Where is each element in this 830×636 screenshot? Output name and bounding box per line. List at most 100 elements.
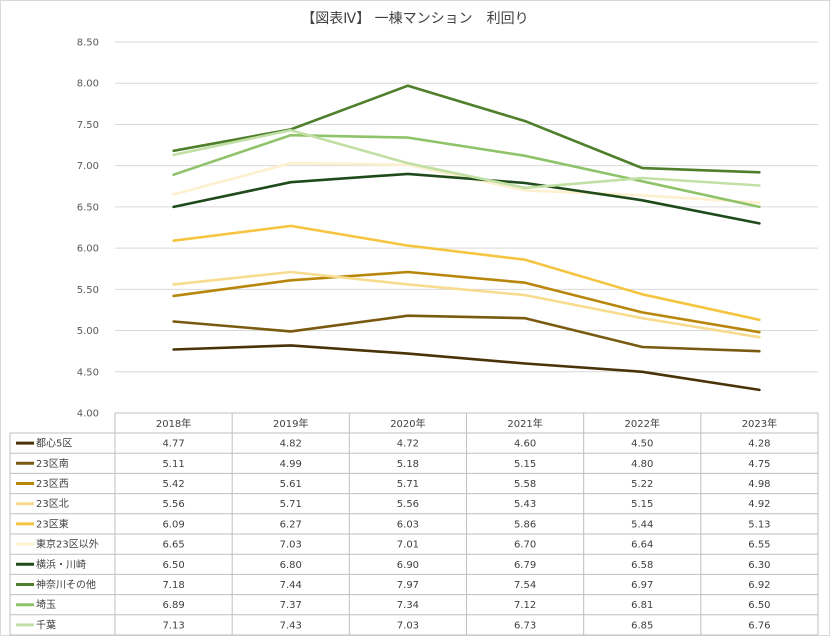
data-label: 5.86 [514,519,536,530]
x-tick-label: 2020年 [390,417,425,430]
legend-entry: 23区北 [36,498,69,510]
data-label: 6.27 [280,519,302,530]
data-label: 4.99 [280,459,302,470]
series-line [172,84,761,174]
data-label: 6.76 [748,620,770,631]
data-label: 7.13 [162,620,184,631]
y-tick-label: 7.00 [77,161,99,172]
data-label: 5.18 [397,459,419,470]
data-label: 7.37 [280,600,302,611]
data-label: 7.03 [280,540,302,551]
data-label: 6.92 [748,580,770,591]
data-label: 6.50 [162,560,184,571]
series-line [172,270,761,334]
y-tick-label: 5.00 [77,326,99,337]
x-tick-label: 2019年 [273,417,308,430]
data-label: 5.11 [162,459,184,470]
series-line [172,270,761,339]
legend-entry: 23区東 [36,517,69,530]
data-label: 7.34 [397,600,419,611]
y-tick-label: 7.50 [77,120,99,131]
data-label: 4.92 [748,499,770,510]
y-tick-label: 4.50 [77,367,99,378]
data-label: 5.61 [280,479,302,490]
data-label: 6.64 [631,540,653,551]
data-label: 7.12 [514,600,536,611]
series-line [172,128,761,190]
data-label: 7.03 [397,620,419,631]
y-tick-label: 6.50 [77,202,99,213]
data-label: 4.60 [514,439,536,450]
legend-entry: 埼玉 [36,598,56,611]
data-label: 6.70 [514,540,536,551]
data-label: 4.77 [162,439,184,450]
data-label: 7.54 [514,580,536,591]
data-label: 5.15 [514,459,536,470]
data-label: 5.56 [397,499,419,510]
y-tick-label: 8.00 [77,79,99,90]
data-label: 7.18 [162,580,184,591]
y-tick-label: 6.00 [77,244,99,255]
series-lines [172,84,761,392]
y-axis: 4.00 4.50 5.00 5.50 6.00 6.50 7.00 7.50 8.00 8.50 [77,38,99,420]
data-label: 5.42 [162,479,184,490]
data-label: 5.15 [631,499,653,510]
data-label: 7.97 [397,580,419,591]
data-label: 6.58 [631,560,653,571]
data-label: 6.50 [748,600,770,611]
legend-entry: 東京23区以外 [36,538,99,551]
data-label: 6.89 [162,600,184,611]
legend-entry: 23区南 [36,457,69,470]
legend-entry: 都心5区 [36,438,72,450]
data-label: 6.85 [631,620,653,631]
data-label: 4.28 [748,439,770,450]
data-label: 4.72 [397,439,419,450]
y-tick-label: 5.50 [77,285,99,296]
data-label: 7.43 [280,620,302,631]
x-tick-label: 2021年 [507,417,542,430]
data-label: 4.80 [631,459,653,470]
data-label: 4.50 [631,439,653,450]
data-label: 6.97 [631,580,653,591]
x-tick-label: 2023年 [742,417,777,430]
legend-entry: 千葉 [36,618,56,631]
data-label: 6.55 [748,540,770,551]
data-label: 5.71 [397,479,419,490]
series-line [172,133,761,209]
chart-title: 【図表Ⅳ】 一棟マンション 利回り [301,11,529,27]
legend-entry: 横浜・川崎 [36,558,86,571]
data-label: 5.22 [631,479,653,490]
gridlines [115,41,818,414]
data-label: 6.81 [631,600,653,611]
series-line [172,344,761,392]
data-label: 5.13 [748,519,770,530]
data-label: 6.65 [162,540,184,551]
y-tick-label: 8.50 [77,38,99,49]
data-label: 5.44 [631,519,653,530]
data-label: 4.98 [748,479,770,490]
legend-entry: 神奈川その他 [36,578,96,591]
data-label: 4.82 [280,439,302,450]
data-label: 6.80 [280,560,302,571]
data-label: 5.71 [280,499,302,510]
legend-entry: 23区西 [36,478,69,490]
x-tick-label: 2018年 [156,417,191,430]
y-tick-label: 4.00 [77,409,99,420]
data-label: 7.44 [280,580,302,591]
data-label: 6.09 [162,519,184,530]
series-line [172,224,761,322]
data-label: 5.43 [514,499,536,510]
data-label: 6.30 [748,560,770,571]
data-label: 6.79 [514,560,536,571]
data-label: 6.03 [397,519,419,530]
data-label: 6.90 [397,560,419,571]
data-label: 7.01 [397,540,419,551]
data-label: 6.73 [514,620,536,631]
data-label: 4.75 [748,459,770,470]
x-tick-label: 2022年 [625,417,660,430]
series-line [172,172,761,225]
data-label: 5.58 [514,479,536,490]
data-label: 5.56 [162,499,184,510]
